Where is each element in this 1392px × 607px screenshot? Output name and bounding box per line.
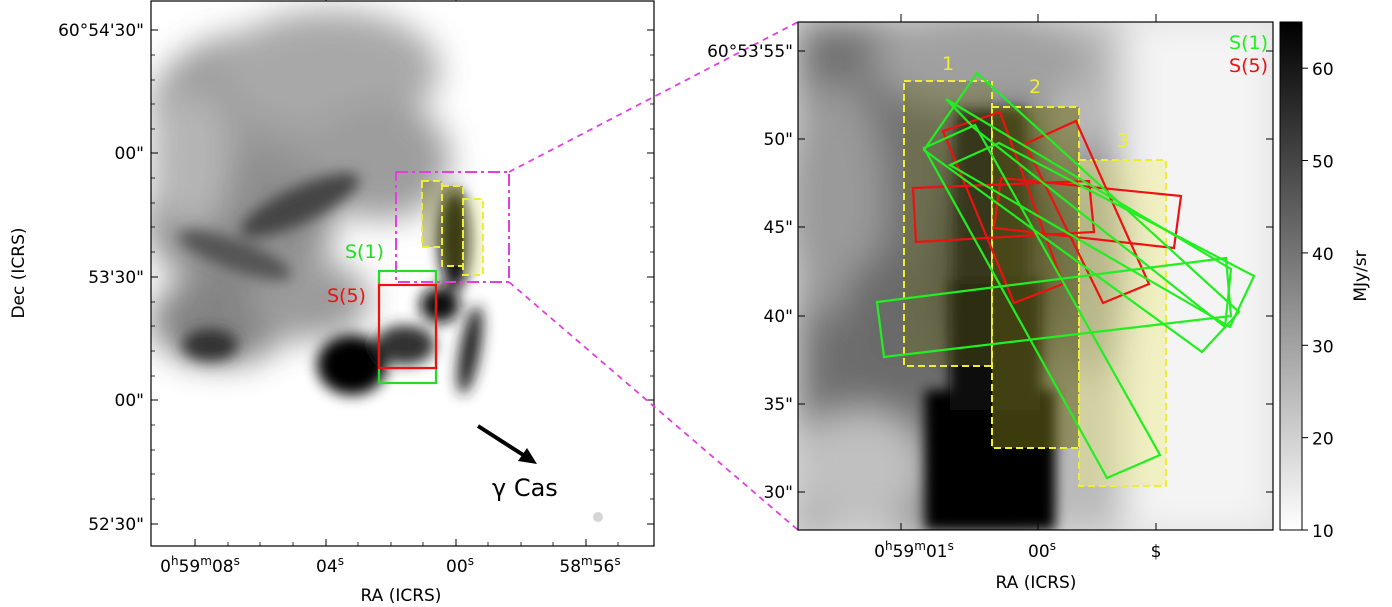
aperture-label-3: 3 — [1117, 130, 1129, 152]
left-plot-frame — [150, 0, 655, 547]
left-y-axis-label: Dec (ICRS) — [9, 227, 29, 318]
left-y-tick-label: 00" — [115, 144, 144, 164]
legend-s5: S(5) — [1229, 55, 1268, 77]
s1-slit — [945, 98, 1233, 330]
right-y-tick-label: 60°53'55" — [707, 42, 793, 62]
aperture-2-small — [441, 185, 464, 267]
s5-slit — [911, 179, 1096, 244]
colorbar-tick-label: 50 — [1312, 153, 1334, 173]
colorbar-label: MJy/sr — [1351, 250, 1371, 301]
gamma-cas-arrow — [476, 424, 530, 460]
colorbar-ticks: 10 20 30 40 50 60 — [1302, 60, 1334, 542]
aperture-3 — [1078, 159, 1167, 487]
left-ticks — [151, 0, 654, 546]
colorbar-tick-label: 30 — [1312, 337, 1334, 357]
aperture-1-small — [421, 180, 443, 248]
right-y-tick-label: 30" — [764, 483, 793, 503]
right-y-tick-label: 50" — [764, 130, 793, 150]
zoom-connector-bottom — [508, 281, 799, 531]
left-y-tick-label: 00" — [115, 391, 144, 411]
s1-slit — [922, 71, 1241, 354]
right-x-axis-label: RA (ICRS) — [996, 573, 1077, 593]
colorbar — [1279, 21, 1303, 531]
left-x-tick-label: 0h59m08s — [160, 554, 240, 577]
s5-slit — [1023, 119, 1151, 305]
colorbar-tick-label: 10 — [1312, 522, 1334, 542]
right-ticks — [798, 14, 1273, 530]
right-y-tick-label: 45" — [764, 218, 793, 238]
right-y-tick-label: 35" — [764, 395, 793, 415]
right-y-tick-label: 40" — [764, 307, 793, 327]
s5-box-left — [377, 283, 438, 370]
s1-slit — [947, 141, 1256, 329]
left-nebula-image — [151, 1, 654, 546]
left-overlays — [377, 171, 537, 464]
gamma-cas-label: γ Cas — [492, 474, 558, 502]
colorbar-tick-label: 20 — [1312, 430, 1334, 450]
left-y-tick-label: 60°54'30" — [58, 21, 144, 41]
left-y-tick-label: 52'30" — [88, 515, 144, 535]
colorbar-tick-label: 60 — [1312, 60, 1334, 80]
gamma-cas-arrowhead — [518, 448, 537, 464]
aperture-3-small — [462, 198, 484, 276]
right-x-tick-label: 00s — [1028, 539, 1056, 562]
right-x-tick-label: $ — [1151, 542, 1162, 562]
left-x-tick-label: 00s — [446, 554, 474, 577]
s1-slit — [875, 256, 1233, 359]
left-minor-ticks — [151, 54, 654, 546]
left-y-tick-label: 53'30" — [88, 268, 144, 288]
right-x-tick-label: 0h59m01s — [874, 539, 954, 562]
left-x-axis-label: RA (ICRS) — [361, 586, 442, 606]
legend-s1: S(1) — [1229, 32, 1268, 54]
s5-slit — [992, 176, 1183, 250]
zoom-box — [395, 171, 510, 283]
s5-label-left: S(5) — [327, 285, 366, 307]
aperture-1 — [903, 80, 993, 367]
s1-slit — [922, 123, 1162, 480]
aperture-label-1: 1 — [942, 53, 954, 75]
left-x-tick-label: 04s — [316, 554, 344, 577]
left-x-tick-label: 58m56s — [559, 554, 620, 577]
s1-slits — [875, 71, 1256, 480]
colorbar-tick-label: 40 — [1312, 245, 1334, 265]
s1-label-left: S(1) — [345, 241, 384, 263]
aperture-label-2: 2 — [1029, 76, 1041, 98]
right-plot-frame — [797, 21, 1274, 531]
